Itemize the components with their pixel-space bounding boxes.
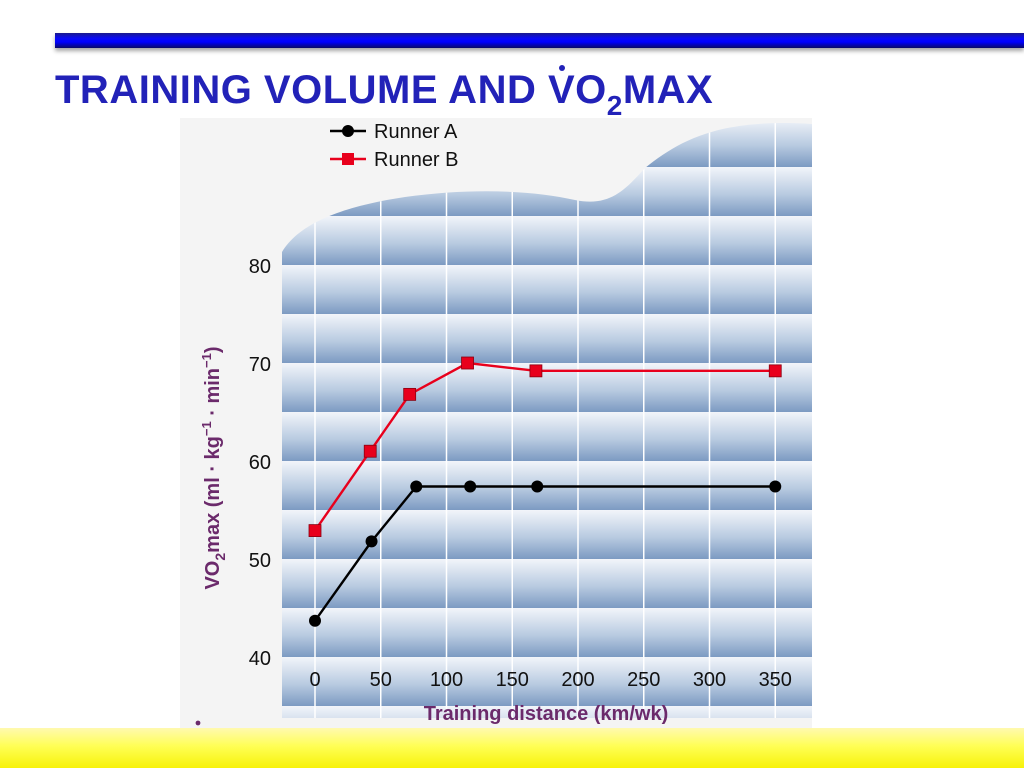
- y-label-subscript: 2: [212, 553, 228, 561]
- x-tick-350: 350: [759, 669, 792, 691]
- legend-runner-b-marker: [342, 153, 354, 165]
- legend-runner-b-label: Runner B: [374, 149, 459, 171]
- slide-title-suffix: MAX: [622, 68, 714, 112]
- x-tick-50: 50: [370, 669, 392, 691]
- runner-a-point-3: [464, 480, 477, 493]
- svg-text:VO2max (ml · kg−1 · min−1): VO2max (ml · kg−1 · min−1): [199, 346, 228, 589]
- y-label-v: V: [202, 576, 224, 590]
- runner-a-line: [314, 485, 776, 622]
- title-rule: [55, 33, 1024, 48]
- y-label-max: max (ml · kg: [202, 436, 224, 553]
- runner-a-point-0: [309, 614, 321, 627]
- series-layer: [308, 356, 782, 627]
- y-axis-label: VO2max (ml · kg−1 · min−1): [195, 346, 228, 726]
- slide-title: TRAINING VOLUME AND VO2MAX: [55, 62, 713, 122]
- runner-a-point-2: [410, 480, 423, 493]
- y-label-mid: · min: [202, 368, 224, 421]
- y-label-v-dot: [195, 720, 201, 726]
- runner-a-point-4: [531, 480, 544, 493]
- runner-b-point-3: [461, 356, 474, 370]
- x-tick-0: 0: [309, 669, 320, 691]
- vo2max-chart: Runner A Runner B 40 50 60 70 80 0 50 100 150 200…: [180, 118, 812, 728]
- y-tick-70: 70: [249, 354, 271, 376]
- legend-runner-a-label: Runner A: [374, 121, 458, 143]
- x-tick-250: 250: [627, 669, 660, 691]
- y-axis-ticks: 40 50 60 70 80: [249, 256, 271, 670]
- runner-b-point-1: [363, 444, 377, 458]
- x-tick-300: 300: [693, 669, 726, 691]
- legend-runner-a-marker: [342, 125, 354, 137]
- y-label-o: O: [202, 561, 224, 577]
- x-tick-100: 100: [430, 669, 463, 691]
- plot-background: [282, 123, 812, 719]
- runner-b-point-4: [529, 364, 543, 378]
- runner-a-point-1: [365, 535, 378, 548]
- y-tick-50: 50: [249, 550, 271, 572]
- y-label-end: ): [202, 346, 224, 353]
- x-axis-ticks: 0 50 100 150 200 250 300 350: [309, 669, 792, 691]
- bottom-band: [0, 728, 1024, 768]
- slide-title-prefix: TRAINING VOLUME AND: [55, 68, 548, 112]
- y-tick-40: 40: [249, 648, 271, 670]
- x-tick-200: 200: [561, 669, 594, 691]
- slide-title-v: V: [548, 62, 575, 118]
- y-label-superscript-2: −1: [199, 353, 214, 368]
- x-axis-label: Training distance (km/wk): [424, 703, 669, 725]
- slide-title-o: O: [575, 68, 607, 112]
- runner-b-point-5: [768, 364, 782, 378]
- runner-b-line: [314, 361, 776, 532]
- y-label-superscript-1: −1: [199, 421, 214, 436]
- slide-title-subscript: 2: [606, 90, 623, 121]
- runner-a-point-5: [769, 480, 782, 493]
- runner-b-point-2: [403, 387, 417, 401]
- runner-b-point-0: [308, 524, 322, 537]
- x-tick-150: 150: [496, 669, 529, 691]
- legend: Runner A Runner B: [330, 121, 459, 171]
- y-tick-60: 60: [249, 452, 271, 474]
- y-tick-80: 80: [249, 256, 271, 278]
